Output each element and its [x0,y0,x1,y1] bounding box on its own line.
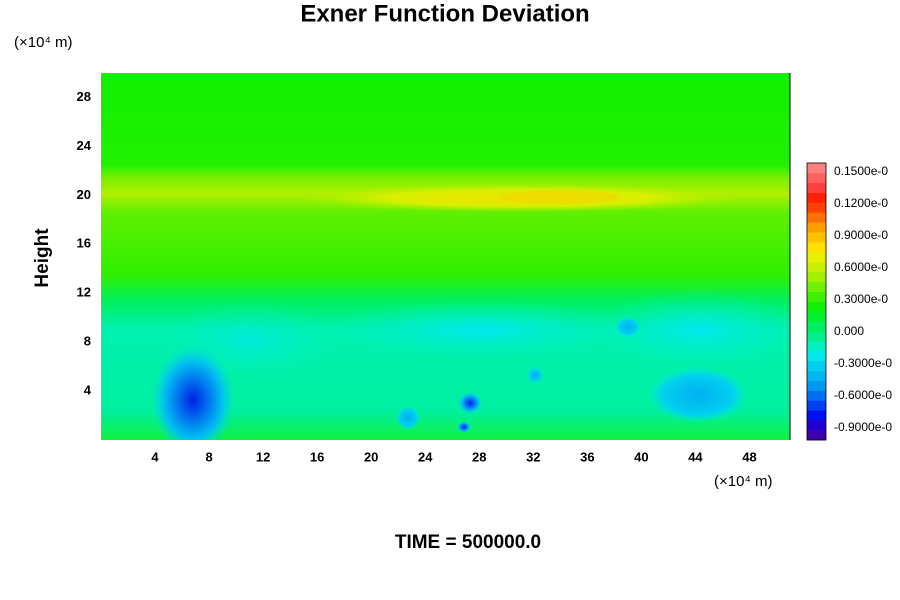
chart-title: Exner Function Deviation [300,0,589,27]
x-tick-label: 12 [256,449,270,464]
x-tick-label: 48 [742,449,756,464]
colorbar-band [807,311,826,322]
y-tick-label: 24 [77,138,92,153]
colorbar-label: 0.1500e-0 [834,164,888,178]
y-tick-label: 12 [77,285,91,300]
colorbar-band [807,252,826,263]
colorbar-band [807,172,826,184]
y-unit: (×10⁴ m) [14,34,73,51]
colorbar-label: 0.1200e-0 [834,196,888,210]
colorbar-band [807,261,826,273]
colorbar-band [807,163,826,174]
colorbar-band [807,341,826,352]
colorbar-frame [806,162,827,441]
colorbar-band [807,370,826,381]
colorbar-band [807,350,826,362]
y-tick-label: 20 [77,187,91,202]
colorbar-band [807,400,826,411]
colorbar-band [807,212,826,223]
x-tick-label: 8 [205,449,212,464]
x-tick-label: 16 [310,449,324,464]
colorbar-band [807,430,826,441]
colorbar-band [807,410,826,421]
colorbar-band [807,202,826,213]
y-tick-label: 16 [77,236,91,251]
colorbar-band [807,222,826,233]
colorbar-band [807,242,826,253]
x-tick-label: 32 [526,449,540,464]
colorbar-label: 0.3000e-0 [834,292,888,306]
colorbar-band [807,390,826,401]
colorbar-band [807,291,826,302]
x-tick-label: 24 [418,449,433,464]
x-tick-label: 40 [634,449,648,464]
colorbar-label: -0.6000e-0 [834,388,892,402]
colorbar-label: 0.000 [834,324,864,338]
y-tick-label: 8 [84,334,91,349]
colorbar-band [807,232,826,243]
x-tick-label: 4 [151,449,159,464]
colorbar-band [807,271,826,283]
colorbar-band [807,321,826,332]
x-tick-label: 20 [364,449,378,464]
colorbar-label: 0.6000e-0 [834,260,888,274]
colorbar-band [807,192,826,203]
colorbar-label: -0.9000e-0 [834,420,892,434]
colorbar-label: -0.3000e-0 [834,356,892,370]
y-tick-label: 28 [77,89,91,104]
colorbar-label: 0.9000e-0 [834,228,888,242]
x-axis-label: TIME = 500000.0 [395,532,541,553]
x-tick-label: 36 [580,449,594,464]
contour-field [101,73,790,440]
colorbar-band [807,380,826,391]
colorbar-band [807,331,826,342]
colorbar-band [807,301,826,312]
x-unit: (×10⁴ m) [714,473,773,490]
colorbar-band [807,182,826,193]
x-tick-label: 28 [472,449,486,464]
y-axis-label: Height [32,228,53,288]
colorbar-band [807,281,826,292]
y-tick-label: 4 [84,383,92,398]
colorbar-band [807,420,826,431]
x-tick-label: 44 [688,449,703,464]
colorbar-band [807,360,826,372]
